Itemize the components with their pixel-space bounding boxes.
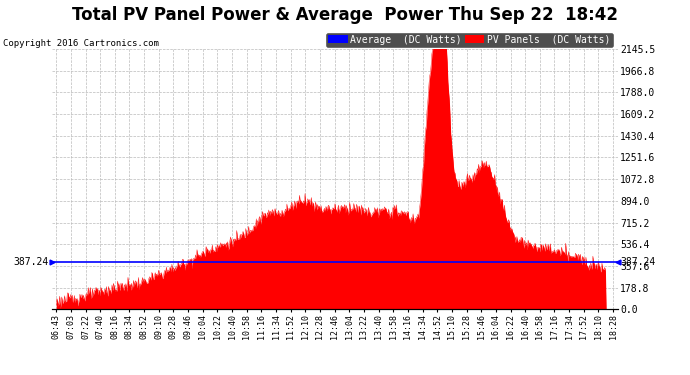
Text: 387.24: 387.24 — [620, 257, 656, 267]
Legend: Average  (DC Watts), PV Panels  (DC Watts): Average (DC Watts), PV Panels (DC Watts) — [326, 33, 613, 46]
Text: Total PV Panel Power & Average  Power Thu Sep 22  18:42: Total PV Panel Power & Average Power Thu… — [72, 6, 618, 24]
Text: Copyright 2016 Cartronics.com: Copyright 2016 Cartronics.com — [3, 39, 159, 48]
Text: 387.24: 387.24 — [14, 257, 49, 267]
